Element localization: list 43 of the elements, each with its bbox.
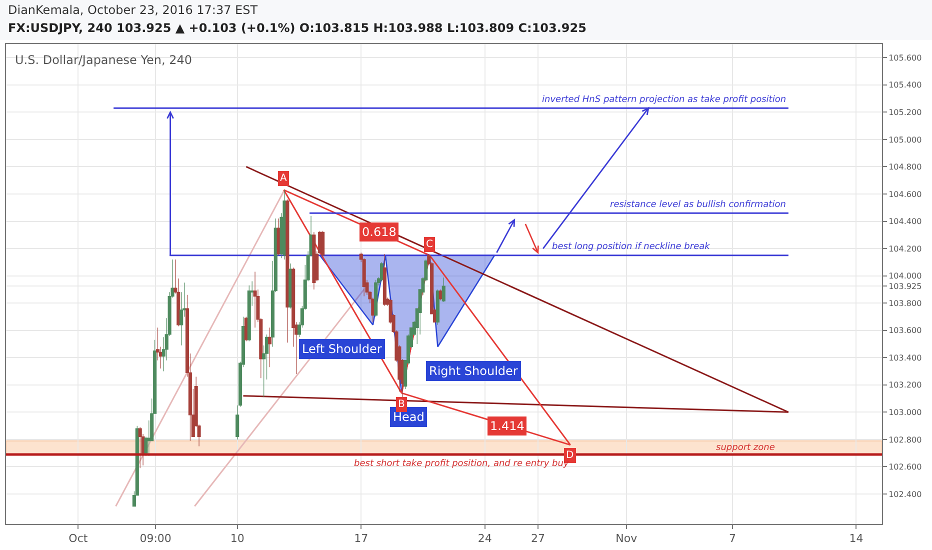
x-tick-label: 14 [849,532,864,546]
data-label: best long position if neckline break [552,242,711,252]
data-label: resistance level as bullish confirmation [610,200,786,210]
annotation: 0.618 [362,225,396,239]
y-tick-label: 104.200 [888,244,922,254]
data-label: Left Shoulder [302,342,382,356]
x-tick-label: 24 [478,532,492,546]
y-tick-label: 104.600 [888,190,922,199]
y-tick-label: 102.600 [888,462,922,472]
data-label: D [566,450,574,461]
y-tick-label: 104.400 [888,217,922,226]
chart-subtitle: FX:USDJPY, 240 103.925 ▲ +0.103 (+0.1%) O:103.815 H:103.988 L:103.809 C:103.925 [8,20,588,37]
data-label: Right Shoulder [429,364,518,378]
x-tick-label: 09:00 [140,532,172,546]
y-tick-label: 103.200 [888,380,922,390]
x-tick-label: Oct [68,532,88,546]
y-tick-label: 102.400 [888,490,922,499]
band-label: support zone [716,443,776,453]
y-tick-label: 104.800 [888,162,922,172]
y-tick-label: 105.200 [888,108,922,117]
data-label: B [398,399,405,410]
y-tick-label: 103.600 [888,326,922,336]
y-tick-label: 103.000 [888,408,922,417]
y-tick-label: 103.800 [888,298,922,308]
x-tick-label: 17 [354,532,368,546]
y-tick-label: 105.400 [888,80,922,90]
x-tick-label: 27 [530,532,545,546]
y-tick-label: 103.400 [888,353,922,362]
data-label: Head [393,410,424,424]
chart-title: DianKemala, October 23, 2016 17:37 EST [8,2,259,19]
x-tick-label: 10 [230,532,244,546]
data-label: inverted HnS pattern projection as take profit position [542,95,786,105]
x-tick-label: Nov [616,532,638,546]
y-tick-label: 102.800 [888,435,922,444]
y-tick-label: 104.000 [888,272,922,281]
data-label: C [426,239,433,250]
annotation: 1.414 [490,419,524,433]
y-tick-label: 105.600 [888,53,922,62]
annotation: U.S. Dollar/Japanese Yen, 240 [15,53,192,67]
y-tick-label: 103.925 [888,282,922,291]
data-label: A [280,173,287,184]
x-tick-label: 7 [728,532,736,546]
y-tick-label: 105.000 [888,135,922,144]
